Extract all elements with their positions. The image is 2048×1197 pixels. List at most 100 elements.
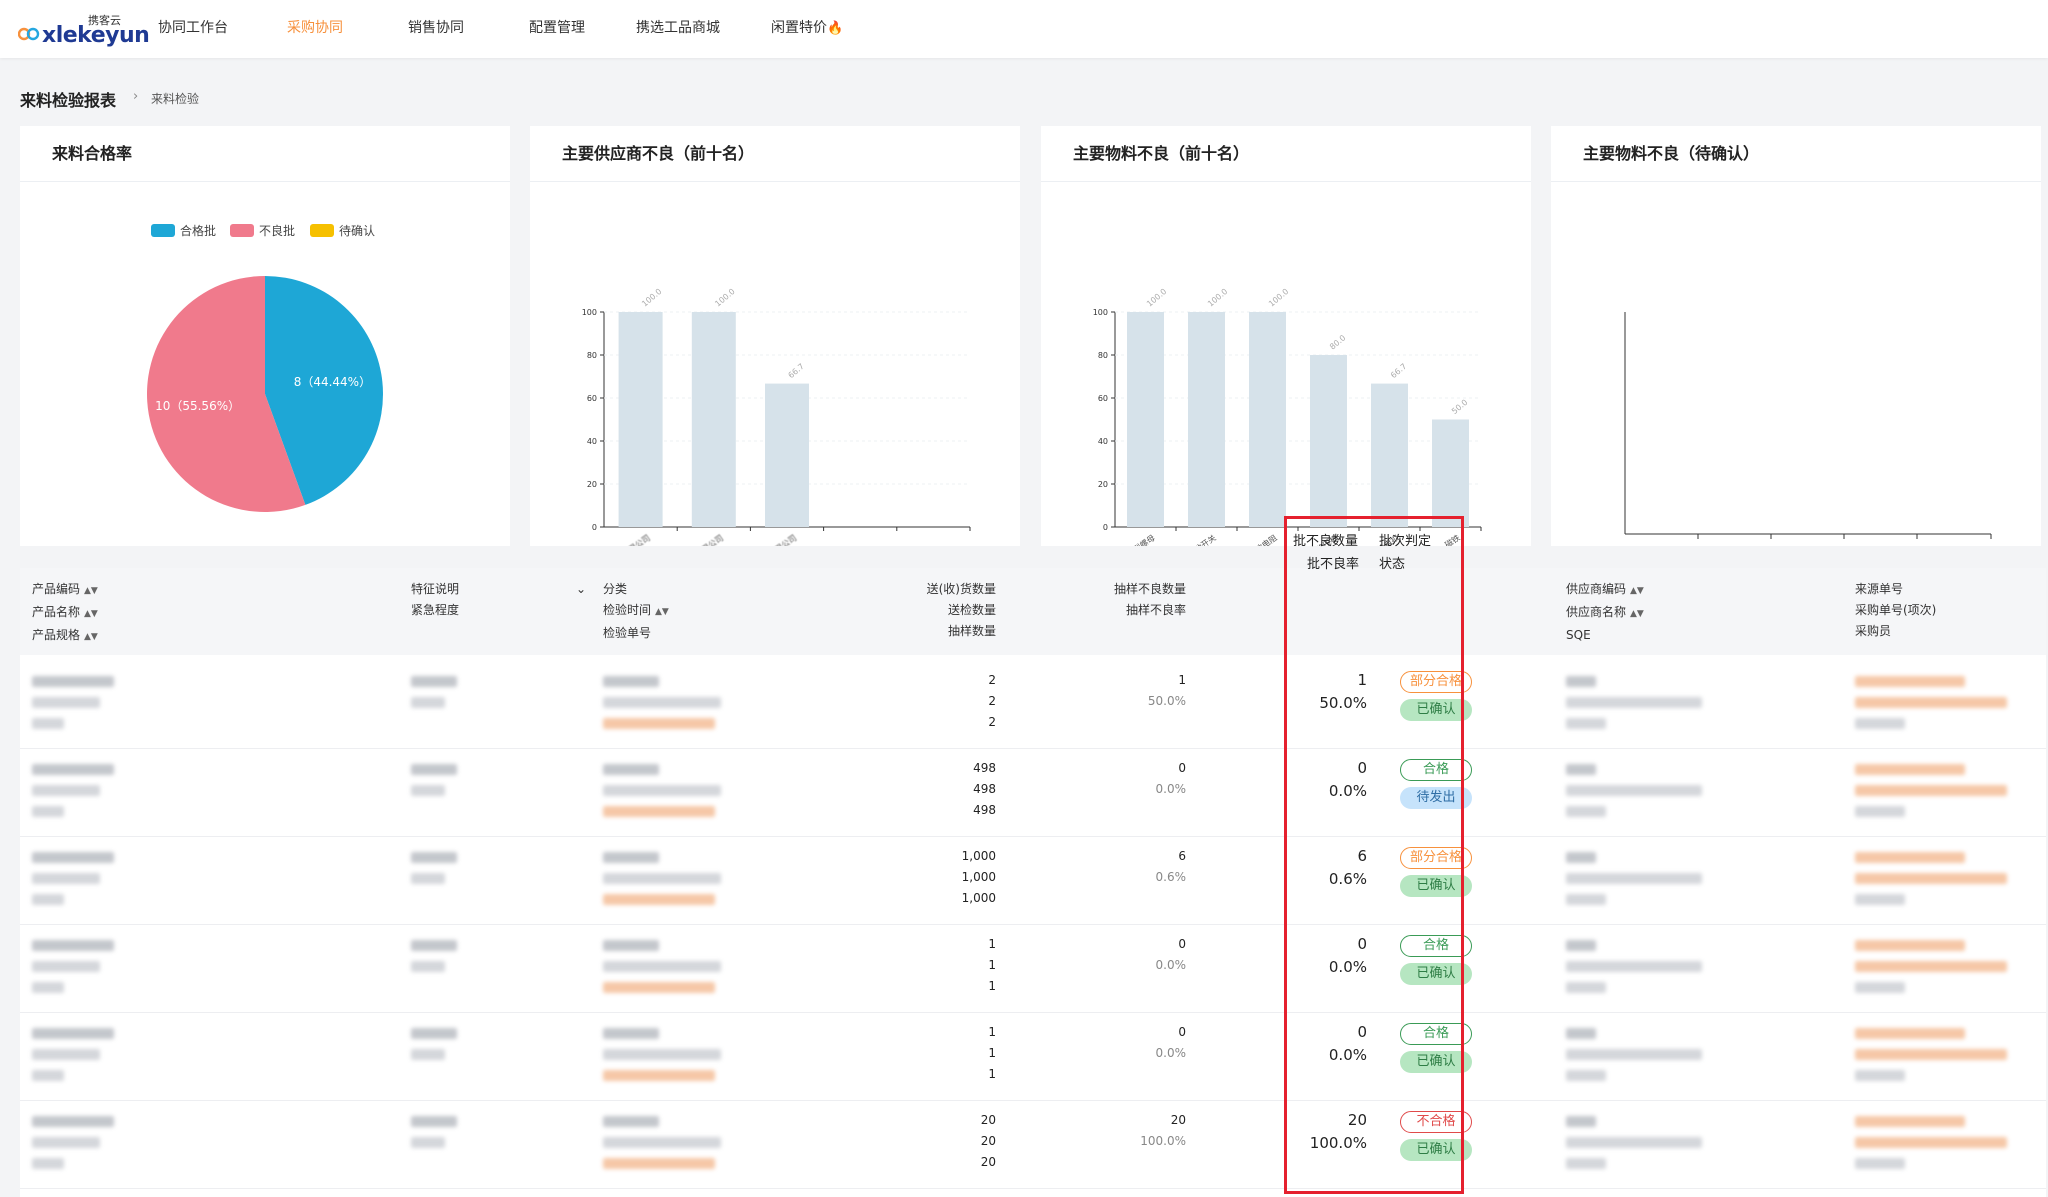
redacted-link[interactable] bbox=[1855, 1137, 2007, 1148]
bar-2[interactable] bbox=[1249, 312, 1286, 527]
quantity-value: 1,000 bbox=[961, 849, 996, 863]
redacted-text bbox=[32, 940, 114, 951]
header-source: 来源单号 采购单号(项次) 采购员 bbox=[1855, 579, 1936, 642]
quantity-value: 1 bbox=[988, 979, 996, 993]
batch-bad-rate: 100.0% bbox=[1309, 1134, 1367, 1152]
bar-1[interactable] bbox=[1188, 312, 1225, 527]
header-sample-defect: 抽样不良数量 抽样不良率 bbox=[1076, 579, 1186, 621]
table-row[interactable]: 1 1 1 0 0.0% 0 0.0% 合格 已确认 bbox=[20, 1013, 2046, 1101]
sort-icon[interactable]: ▲▼ bbox=[1630, 609, 1644, 619]
header-batch-bad-rate: 批不良率 bbox=[1307, 557, 1360, 572]
nav-item-config[interactable]: 配置管理 bbox=[529, 20, 585, 36]
y-tick-label: 60 bbox=[1098, 394, 1108, 403]
nav-item-clearance[interactable]: 闲置特价🔥 bbox=[771, 17, 843, 37]
sample-bad-rate: 0.6% bbox=[1155, 870, 1187, 884]
redacted-link[interactable] bbox=[1855, 961, 2007, 972]
bar-value-label: 100.0 bbox=[1145, 287, 1168, 309]
table-row[interactable]: 2 2 2 1 50.0% 1 50.0% 部分合格 已确认 bbox=[20, 661, 2046, 749]
bar-4[interactable] bbox=[1371, 383, 1408, 527]
redacted-link[interactable] bbox=[603, 982, 715, 993]
quantity-value: 1 bbox=[988, 1025, 996, 1039]
redacted-link[interactable] bbox=[1855, 873, 2007, 884]
header-sample-bad-qty: 抽样不良数量 bbox=[1113, 582, 1186, 596]
sort-icon[interactable]: ▲▼ bbox=[84, 609, 98, 619]
status-badge: 已确认 bbox=[1400, 1051, 1472, 1073]
quantity-value: 2 bbox=[988, 673, 996, 687]
legend-swatch-pass[interactable] bbox=[151, 224, 175, 237]
redacted-text bbox=[32, 894, 64, 905]
redacted-text bbox=[32, 676, 114, 687]
logo[interactable]: xlekeyun 携客云 bbox=[18, 12, 150, 48]
bar-value-label: 66.7 bbox=[787, 362, 806, 380]
pass-rate-card: 来料合格率 合格批 不良批 待确认 8（44.44%） 10（55.56%） bbox=[20, 126, 510, 546]
legend-label-bad[interactable]: 不良批 bbox=[259, 223, 295, 238]
header-supplier[interactable]: 供应商编码 ▲▼ 供应商名称 ▲▼ SQE bbox=[1566, 579, 1644, 646]
redacted-text bbox=[1566, 894, 1606, 905]
quantity-value: 2 bbox=[988, 715, 996, 729]
logo-mark-icon bbox=[18, 27, 40, 41]
redacted-link[interactable] bbox=[1855, 1116, 1965, 1127]
redacted-link[interactable] bbox=[603, 1070, 715, 1081]
status-badge: 已确认 bbox=[1400, 875, 1472, 897]
legend-label-pass[interactable]: 合格批 bbox=[180, 223, 216, 238]
redacted-link[interactable] bbox=[1855, 676, 1965, 687]
table-row[interactable]: 20 20 20 20 100.0% 20 100.0% 不合格 已确认 bbox=[20, 1101, 2046, 1189]
redacted-link[interactable] bbox=[1855, 764, 1965, 775]
redacted-link[interactable] bbox=[1855, 940, 1965, 951]
redacted-link[interactable] bbox=[1855, 1049, 2007, 1060]
sample-bad-rate: 0.0% bbox=[1155, 958, 1187, 972]
x-category-label: 光敏电阻 bbox=[1247, 532, 1279, 546]
quantity-value: 1 bbox=[988, 1046, 996, 1060]
nav-item-mall[interactable]: 携选工品商城 bbox=[636, 20, 720, 36]
header-product[interactable]: 产品编码 ▲▼ 产品名称 ▲▼ 产品规格 ▲▼ bbox=[32, 579, 98, 648]
chevron-down-icon[interactable]: ⌄ bbox=[576, 582, 587, 596]
redacted-link[interactable] bbox=[1855, 852, 1965, 863]
pie-slice-0[interactable] bbox=[265, 276, 384, 505]
redacted-link[interactable] bbox=[1855, 785, 2007, 796]
sort-icon[interactable]: ▲▼ bbox=[655, 607, 669, 617]
redacted-link[interactable] bbox=[603, 806, 715, 817]
legend-swatch-bad[interactable] bbox=[230, 224, 254, 237]
header-supplier-name: 供应商名称 bbox=[1566, 605, 1627, 619]
bar-3[interactable] bbox=[1310, 355, 1347, 527]
y-tick-label: 20 bbox=[1098, 480, 1108, 489]
nav-item-sales[interactable]: 销售协同 bbox=[408, 20, 464, 36]
redacted-link[interactable] bbox=[603, 1158, 715, 1169]
header-product-spec: 产品规格 bbox=[32, 628, 81, 642]
sort-icon[interactable]: ▲▼ bbox=[84, 632, 98, 642]
header-category[interactable]: 分类 检验时间 ▲▼ 检验单号 bbox=[603, 579, 669, 644]
batch-bad-rate: 0.6% bbox=[1328, 870, 1367, 888]
bar-1[interactable] bbox=[691, 312, 736, 527]
header-supplier-code: 供应商编码 bbox=[1566, 582, 1627, 596]
bar-5[interactable] bbox=[1432, 419, 1469, 528]
nav-item-workbench[interactable]: 协同工作台 bbox=[158, 20, 228, 36]
bar-value-label: 100.0 bbox=[1206, 287, 1229, 309]
pending-defect-card: 主要物料不良（待确认） bbox=[1551, 126, 2041, 546]
table-row[interactable]: 1 1 1 0 0.0% 0 0.0% 合格 已确认 bbox=[20, 925, 2046, 1013]
bar-0[interactable] bbox=[1127, 312, 1164, 527]
bar-0[interactable] bbox=[618, 312, 663, 527]
pie-slice-1[interactable] bbox=[147, 276, 306, 512]
redacted-link[interactable] bbox=[603, 894, 715, 905]
table-row[interactable]: 498 498 498 0 0.0% 0 0.0% 合格 待发出 bbox=[20, 749, 2046, 837]
legend-swatch-pending[interactable] bbox=[310, 224, 334, 237]
legend-label-pending[interactable]: 待确认 bbox=[339, 224, 375, 238]
breadcrumb-separator-icon: › bbox=[133, 89, 139, 104]
sort-icon[interactable]: ▲▼ bbox=[84, 586, 98, 596]
header-category-label: 分类 bbox=[603, 582, 628, 596]
redacted-link[interactable] bbox=[603, 718, 715, 729]
redacted-link[interactable] bbox=[1855, 1028, 1965, 1039]
breadcrumb-current[interactable]: 来料检验 bbox=[151, 92, 200, 106]
nav-item-purchase[interactable]: 采购协同 bbox=[287, 20, 343, 36]
bar-2[interactable] bbox=[765, 383, 809, 527]
table-row[interactable]: 1,000 1,000 1,000 6 0.6% 6 0.6% 部分合格 已确认 bbox=[20, 837, 2046, 925]
sample-bad-qty: 1 bbox=[1178, 673, 1186, 687]
quantity-value: 1 bbox=[988, 958, 996, 972]
bar-value-label: 100.0 bbox=[713, 287, 736, 309]
supplier-defect-card: 主要供应商不良（前十名） 0 20 40 60 80 100 100.0 深圳…有限公司 100… bbox=[530, 126, 1020, 546]
sort-icon[interactable]: ▲▼ bbox=[1630, 586, 1644, 596]
redacted-link[interactable] bbox=[1855, 697, 2007, 708]
redacted-text bbox=[32, 785, 100, 796]
redacted-text bbox=[411, 961, 445, 972]
redacted-text bbox=[603, 961, 721, 972]
